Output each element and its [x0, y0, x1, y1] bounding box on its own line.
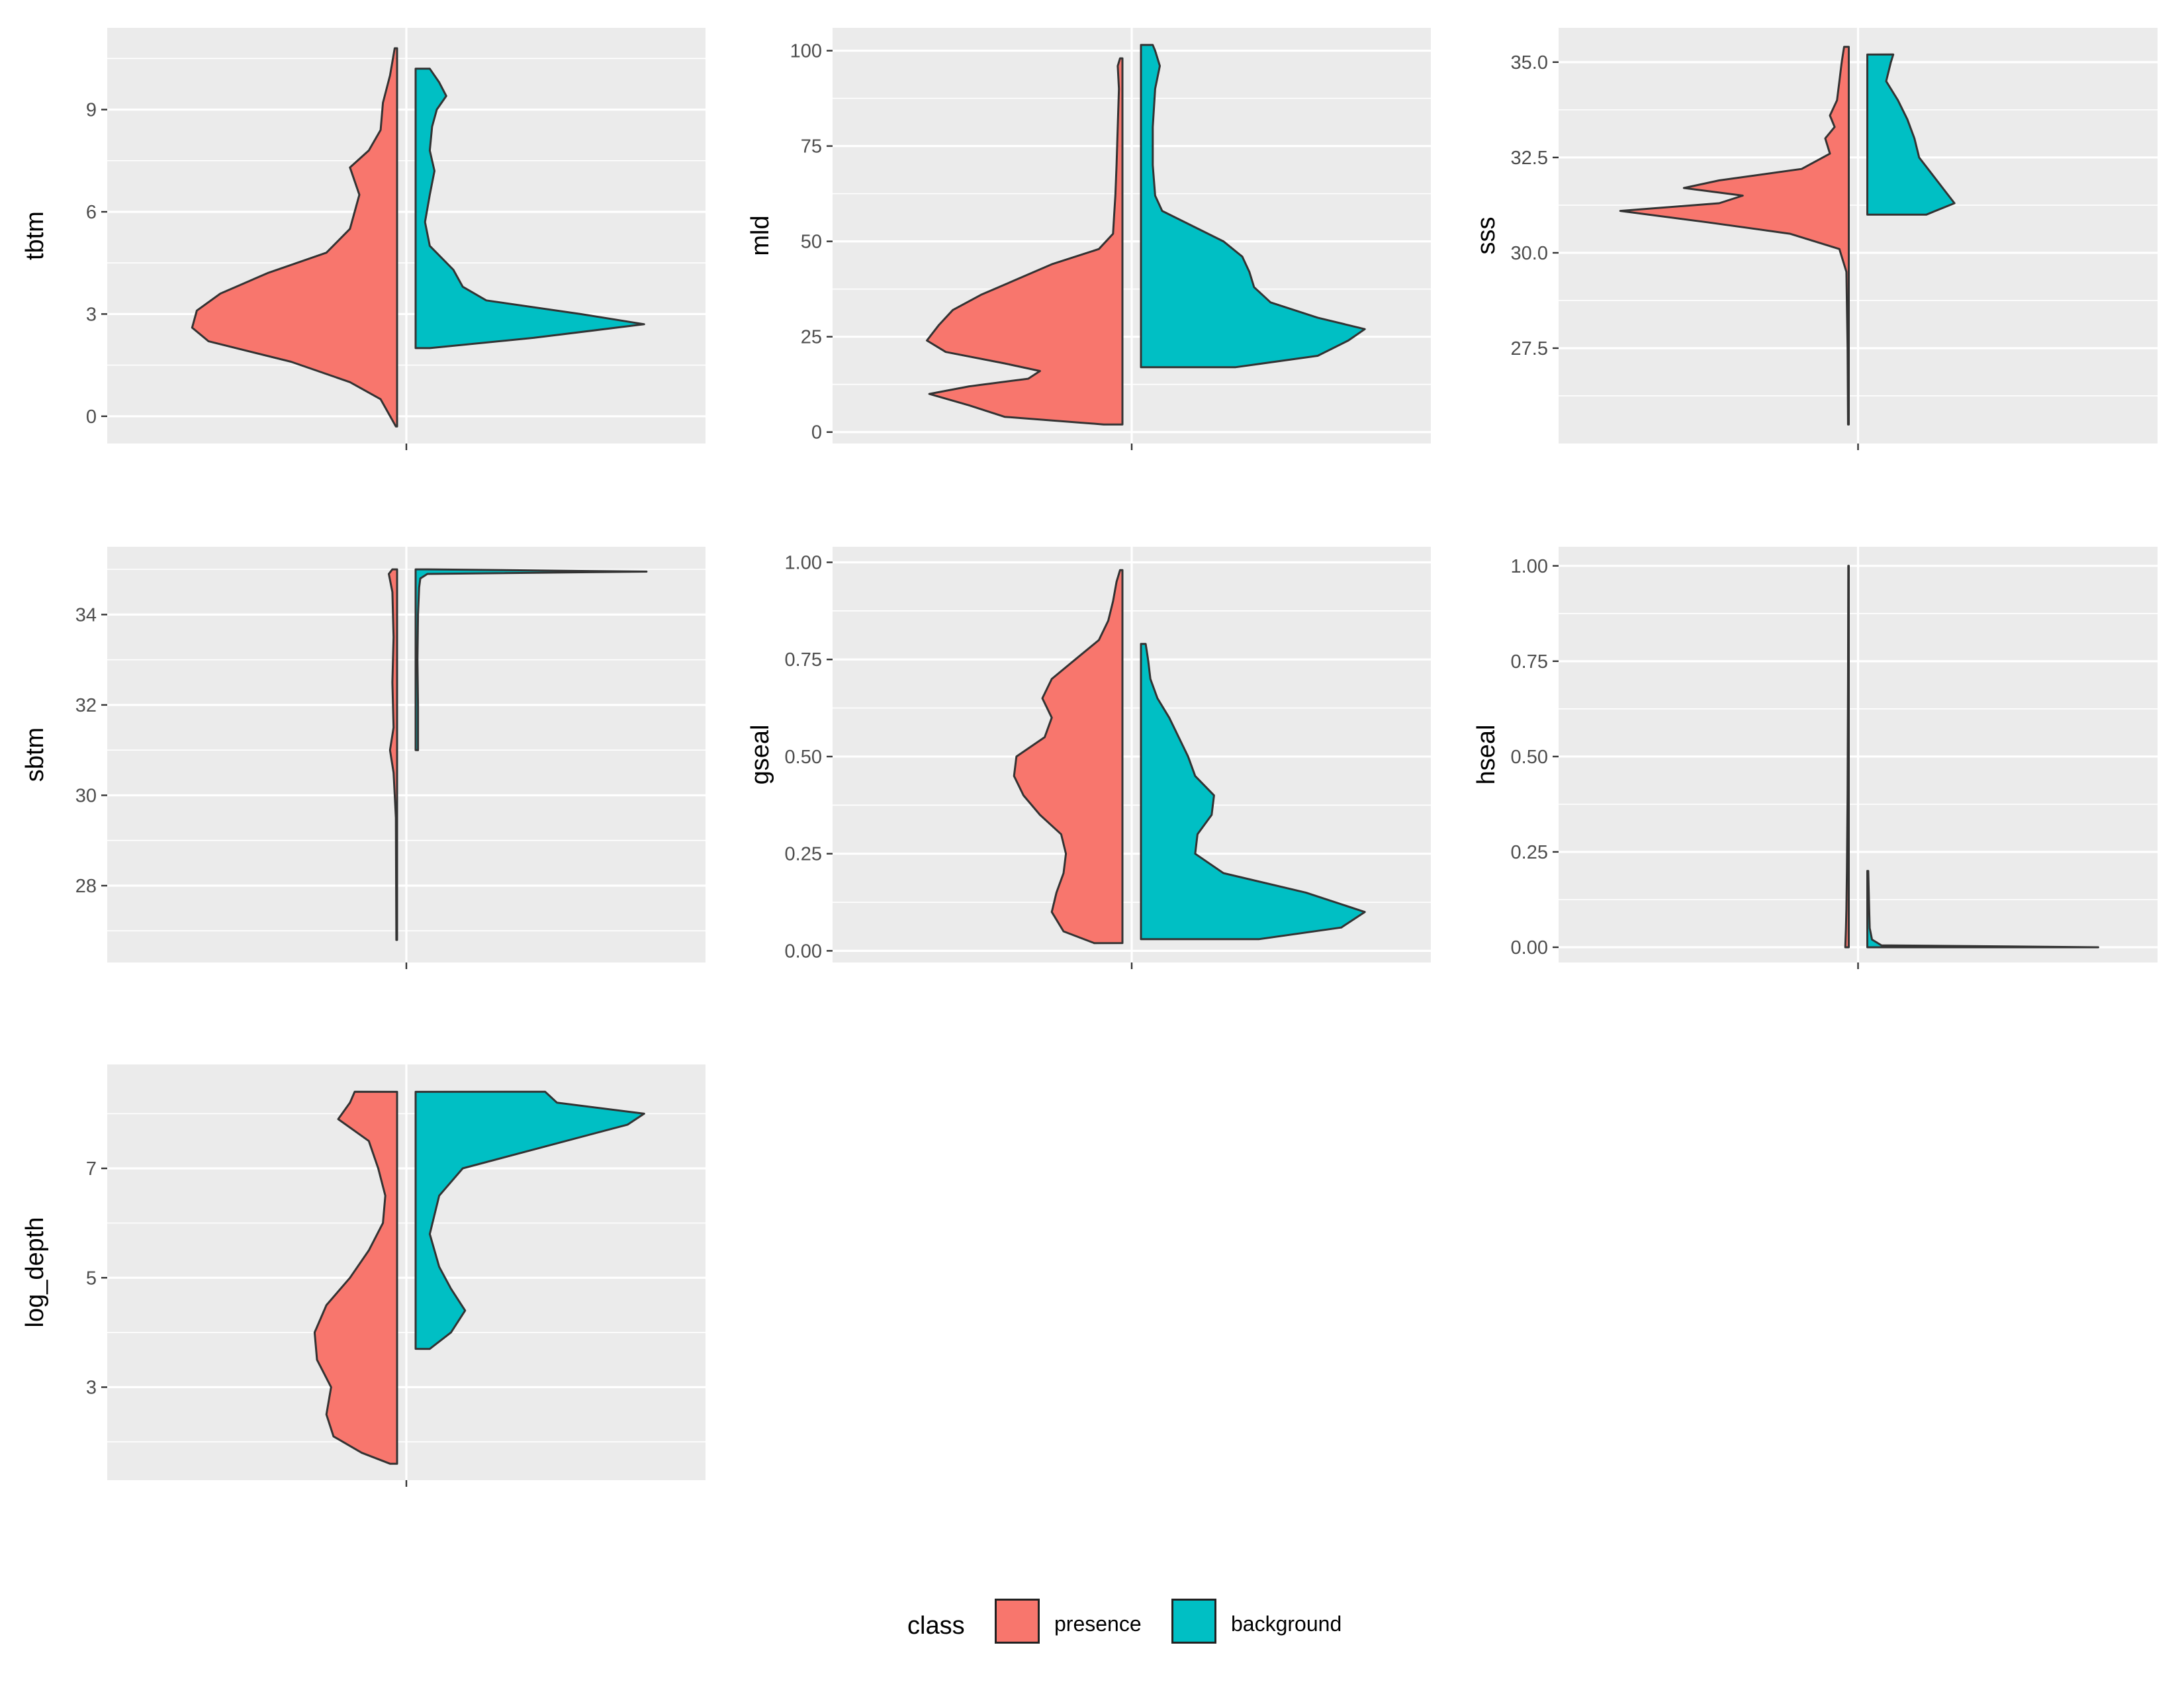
legend: class presence background — [903, 1599, 1406, 1652]
y-tick-label: 30 — [75, 785, 97, 806]
panel-log_depth: 3 5 7 log_depth — [21, 1064, 705, 1487]
y-tick-label: 7 — [86, 1158, 97, 1180]
y-axis-title: sbtm — [21, 727, 49, 782]
legend-key-background — [1171, 1599, 1216, 1644]
legend-label-presence: presence — [1054, 1612, 1142, 1636]
violin-background — [1866, 870, 2099, 949]
y-tick-label: 34 — [75, 604, 97, 626]
y-tick-label: 28 — [75, 876, 97, 897]
violin-background — [1140, 44, 1366, 369]
y-tick-label: 30.0 — [1511, 243, 1548, 264]
y-tick-label: 9 — [86, 100, 97, 121]
legend-title: class — [907, 1612, 965, 1640]
y-tick-label: 0 — [811, 422, 822, 444]
y-tick-label: 0 — [86, 406, 97, 428]
panel-hseal: 0.00 0.25 0.50 0.75 1.00 hseal — [1473, 547, 2158, 969]
violin-presence — [1013, 569, 1124, 945]
violin-presence — [388, 568, 398, 941]
panel-mld: 0 25 50 75 100 mld — [747, 28, 1431, 450]
y-tick-label: 3 — [86, 304, 97, 325]
violin-background — [414, 568, 648, 751]
panel-gseal: 0.00 0.25 0.50 0.75 1.00 gseal — [747, 547, 1431, 969]
violin-background — [1140, 643, 1366, 941]
panel-sbtm: 28 30 32 34 sbtm — [21, 547, 705, 969]
violin-presence — [1619, 46, 1850, 426]
y-tick-label: 0.50 — [785, 747, 822, 768]
y-axis-title: sss — [1473, 217, 1500, 255]
y-tick-label: 0.00 — [785, 941, 822, 962]
violin-background — [414, 1090, 645, 1350]
legend-label-background: background — [1231, 1612, 1342, 1636]
y-tick-label: 100 — [790, 41, 822, 62]
y-tick-label: 35.0 — [1511, 52, 1548, 73]
y-tick-label: 6 — [86, 202, 97, 223]
y-axis-title: tbtm — [21, 211, 49, 260]
violin-presence — [191, 47, 398, 428]
y-tick-label: 0.75 — [785, 649, 822, 671]
y-tick-label: 50 — [801, 232, 822, 253]
y-tick-label: 0.75 — [1511, 651, 1548, 673]
y-tick-label: 32 — [75, 695, 97, 716]
violin-presence — [313, 1090, 398, 1465]
y-tick-label: 0.00 — [1511, 937, 1548, 959]
violin-background — [414, 68, 645, 350]
y-tick-label: 32.5 — [1511, 148, 1548, 169]
y-axis-title: mld — [747, 215, 774, 256]
y-tick-label: 25 — [801, 327, 822, 348]
violin-presence — [926, 57, 1124, 426]
y-axis-title: log_depth — [21, 1217, 49, 1328]
y-tick-label: 1.00 — [1511, 556, 1548, 577]
y-tick-label: 0.25 — [785, 844, 822, 865]
y-tick-label: 0.50 — [1511, 747, 1548, 768]
y-axis-title: gseal — [747, 725, 774, 785]
y-axis-title: hseal — [1473, 725, 1500, 785]
y-tick-label: 1.00 — [785, 552, 822, 573]
y-tick-label: 27.5 — [1511, 338, 1548, 359]
y-tick-label: 75 — [801, 136, 822, 158]
y-tick-label: 3 — [86, 1378, 97, 1399]
y-tick-label: 0.25 — [1511, 842, 1548, 863]
violin-presence — [1844, 565, 1850, 949]
panel-tbtm: 0 3 6 9 tbtm — [21, 28, 705, 450]
legend-key-presence — [995, 1599, 1040, 1644]
panel-sss: 27.5 30.0 32.5 35.0 sss — [1473, 28, 2158, 450]
violin-background — [1866, 53, 1956, 216]
y-tick-label: 5 — [86, 1268, 97, 1289]
